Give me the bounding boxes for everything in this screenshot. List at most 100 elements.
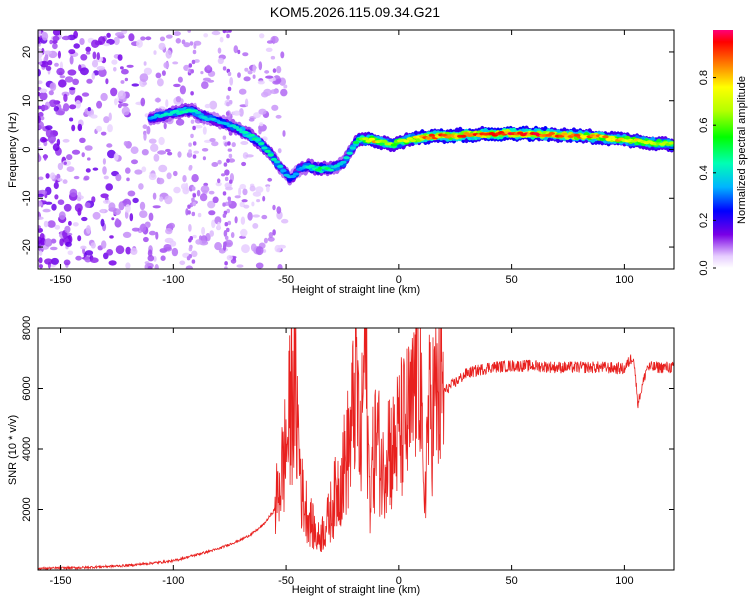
spectrogram-noise-blob [224, 239, 233, 248]
spectrogram-noise-blob [263, 88, 272, 96]
spectrogram-noise-blob [153, 50, 157, 55]
spectrogram-noise-blob [115, 32, 124, 37]
spectrogram-noise-blob [87, 157, 91, 161]
spectrogram-noise-blob [271, 104, 279, 111]
spectrogram-noise-blob [59, 61, 64, 70]
spectrogram-noise-blob [165, 99, 169, 108]
spectrogram-noise-blob [226, 208, 230, 214]
spectrogram-noise-blob [64, 225, 71, 234]
spectrogram-noise-blob [100, 92, 108, 102]
spectrogram-noise-blob [224, 222, 229, 227]
spectrogram-noise-blob [38, 111, 44, 118]
spectrogram-noise-blob [140, 36, 146, 41]
spectrogram-noise-blob [191, 59, 196, 65]
spectrogram-noise-blob [241, 161, 247, 167]
spectrogram-noise-blob [41, 105, 49, 111]
spectrogram-noise-blob [265, 47, 273, 52]
spectrogram-noise-blob [49, 83, 55, 89]
spectrogram-noise-blob [270, 89, 279, 95]
spectrogram-noise-blob [145, 36, 152, 41]
spectrogram-noise-blob [38, 36, 41, 44]
spectrogram-noise-blob [165, 34, 173, 39]
spectrogram-noise-blob [179, 260, 186, 266]
spectrogram-noise-blob [222, 202, 226, 207]
spectrogram-noise-blob [75, 255, 82, 261]
spectrogram-noise-blob [156, 177, 165, 185]
spectrogram-noise-blob [268, 232, 273, 239]
spectrogram-noise-blob [80, 54, 88, 61]
spectrogram-noise-blob [224, 261, 228, 266]
spectrogram-noise-blob [226, 158, 230, 163]
spectrogram-noise-blob [180, 183, 188, 190]
spectrogram-noise-blob [208, 190, 215, 195]
spectrogram-noise-blob [190, 69, 194, 74]
spectrogram-noise-blob [190, 133, 194, 139]
spectrogram-noise-blob [38, 176, 44, 181]
spectrogram-noise-blob [223, 241, 227, 246]
spectrogram-noise-blob [152, 205, 161, 209]
spectrogram-noise-blob [259, 33, 265, 39]
spectrogram-noise-blob [165, 49, 172, 59]
spectrogram-ridge-cell [308, 164, 315, 168]
spectrogram-noise-blob [257, 80, 265, 85]
spectrogram-noise-blob [107, 149, 116, 159]
spectrogram-noise-blob [131, 159, 138, 165]
spectrogram-noise-blob [146, 125, 151, 135]
spectrogram-noise-blob [62, 138, 70, 143]
chart-title: KOM5.2026.115.09.34.G21 [270, 4, 440, 20]
spectrogram-noise-blob [51, 203, 57, 211]
spectrogram-noise-blob [227, 86, 232, 92]
spectrogram-noise-blob [241, 244, 250, 254]
spectrogram-ridge-cell [381, 139, 388, 143]
spectrogram-noise-blob [38, 68, 41, 77]
spectrogram-noise-blob [173, 170, 178, 177]
snr-x-axis-label: Height of straight line (km) [292, 584, 420, 596]
spectrogram-noise-blob [226, 33, 230, 39]
spectrogram-noise-blob [57, 178, 63, 182]
spectrogram-noise-blob [140, 97, 146, 107]
spectrogram-noise-blob [163, 244, 172, 251]
spectrogram-noise-blob [238, 88, 247, 95]
spectrogram-noise-blob [188, 142, 192, 147]
spectrogram-noise-blob [150, 143, 159, 152]
spectrogram-noise-blob [138, 183, 144, 190]
spectrogram-ridge-cell [352, 140, 360, 144]
spectrogram-noise-blob [251, 201, 255, 207]
spectrogram-noise-blob [266, 40, 274, 44]
spectrogram-noise-blob [129, 213, 134, 222]
spectrogram-noise-blob [256, 199, 261, 203]
spectrogram-noise-blob [227, 220, 232, 226]
spectrogram-noise-blob [108, 112, 112, 121]
spectrogram-noise-blob [89, 257, 99, 264]
spectrogram-noise-blob [79, 38, 85, 45]
spectrogram-noise-blob [166, 172, 172, 180]
spectrogram-noise-blob [153, 153, 160, 162]
spectrogram-noise-blob [47, 134, 57, 144]
spectrogram-noise-blob [199, 193, 208, 202]
spectrogram-noise-blob [72, 222, 79, 227]
spectrogram-noise-blob [143, 67, 152, 76]
spectrogram-noise-blob [100, 218, 105, 227]
spectrogram-ridge-cell [349, 146, 356, 150]
spectrogram-ridge-cell [289, 175, 297, 178]
snr-y-axis-label: SNR (10 * v/v) [7, 415, 19, 485]
spectrogram-noise-blob [227, 148, 232, 152]
spectrogram-noise-blob [164, 195, 173, 205]
spectrogram-noise-blob [247, 211, 253, 221]
snr-series-line [38, 328, 674, 570]
spectrogram-noise-blob [77, 123, 83, 132]
spectrogram-noise-blob [106, 32, 111, 38]
spectrogram-noise-blob [232, 110, 241, 116]
spectrogram-noise-blob [208, 210, 216, 216]
spectrogram-noise-blob [120, 66, 124, 70]
spectrogram-noise-blob [190, 91, 194, 96]
spectrogram-noise-blob [228, 158, 236, 163]
x-tick-label: 50 [505, 274, 517, 286]
spectrogram-noise-blob [73, 43, 80, 49]
spectrogram-noise-blob [38, 30, 42, 37]
spectrogram-noise-blob [120, 80, 125, 84]
spectrogram-noise-blob [76, 197, 82, 202]
spectrogram-noise-blob [192, 141, 197, 146]
spectrogram-ridge-cell [460, 134, 467, 138]
